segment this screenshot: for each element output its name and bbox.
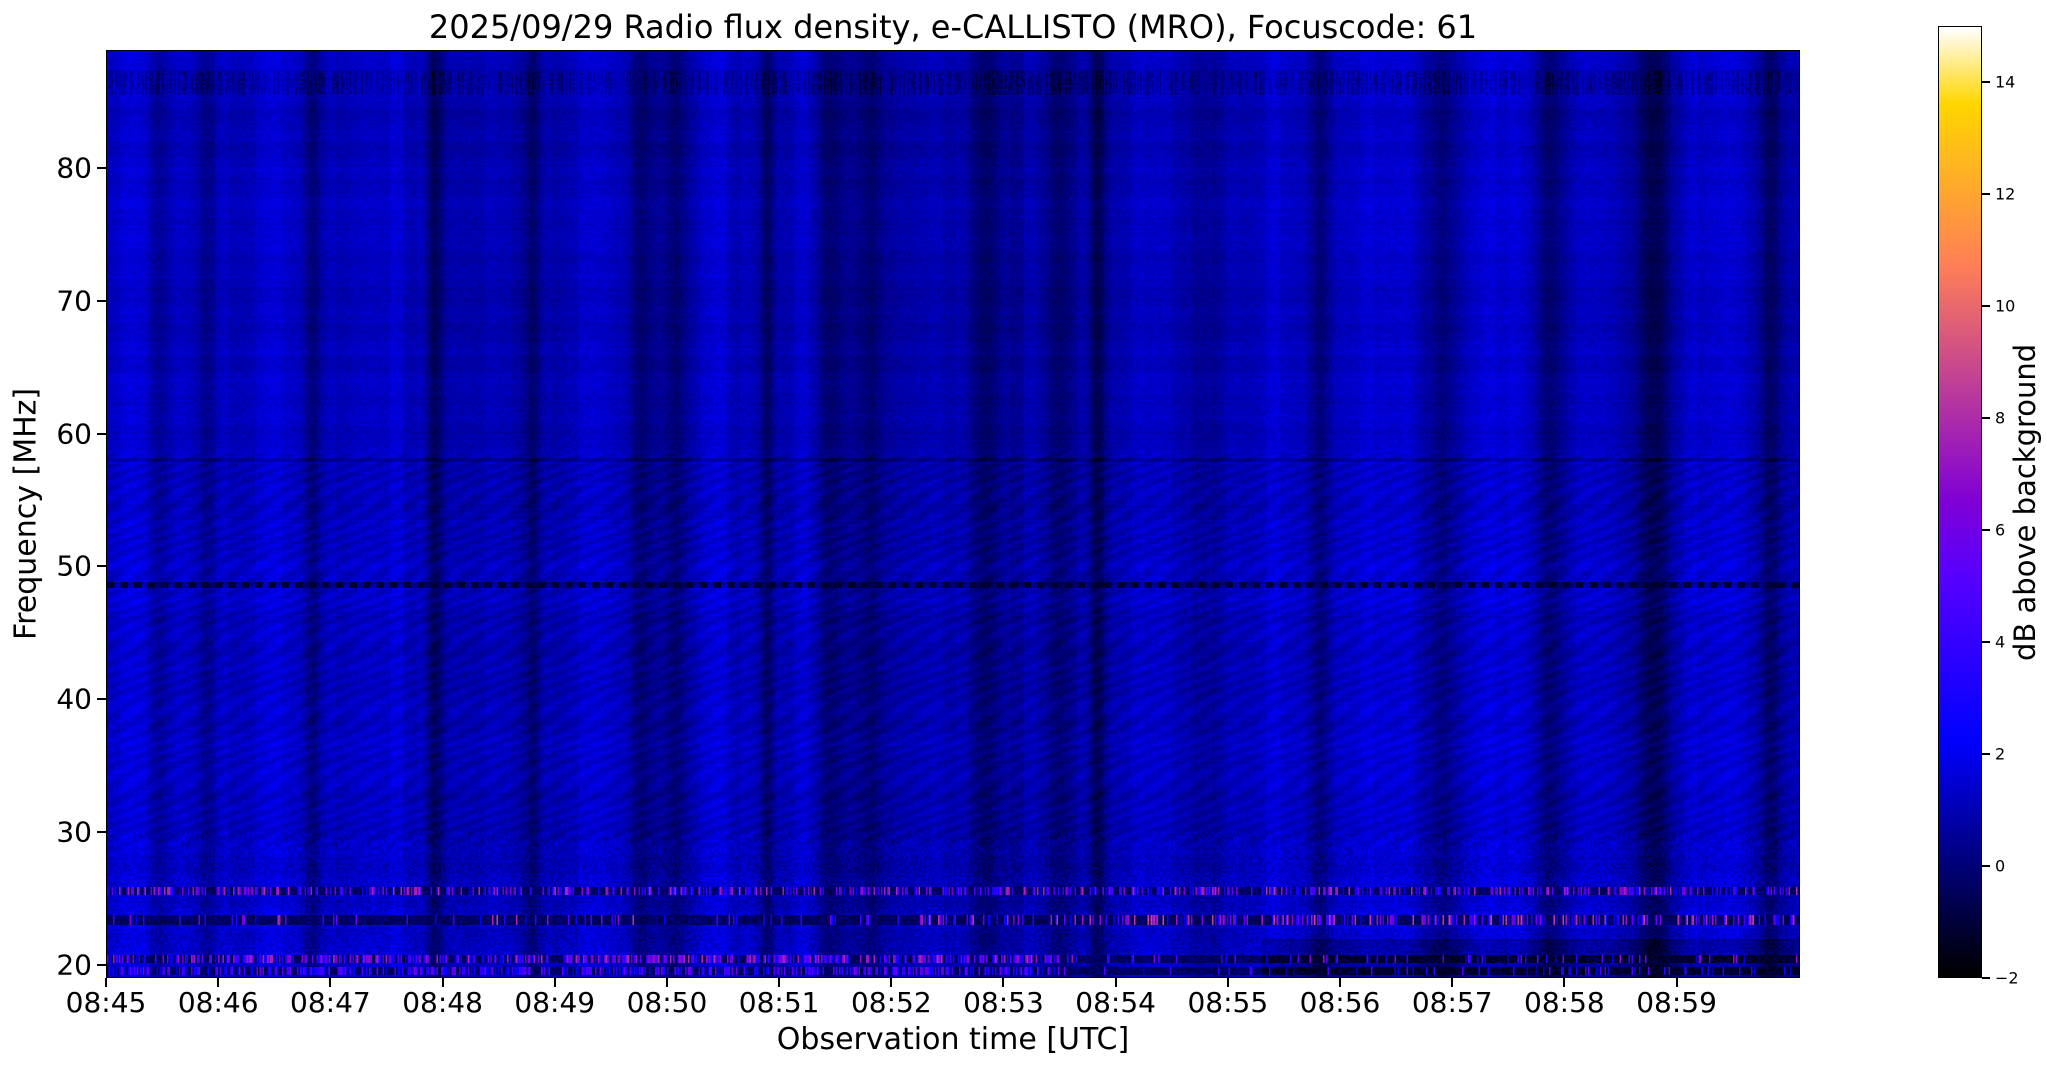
x-tick-mark (553, 978, 556, 987)
x-tick-mark (329, 978, 332, 987)
x-tick-label: 08:48 (402, 986, 483, 1019)
colorbar-tick-label: −2 (1995, 968, 2019, 988)
x-tick-mark (778, 978, 781, 987)
colorbar-tick-mark (1982, 529, 1990, 531)
colorbar-tick-label: 2 (1995, 744, 2006, 764)
colorbar-canvas (1939, 27, 1981, 977)
x-tick-label: 08:51 (738, 986, 820, 1019)
colorbar-tick-label: 10 (1995, 296, 2016, 316)
y-tick-mark (97, 698, 106, 701)
x-tick-mark (665, 978, 668, 987)
x-tick-mark (105, 978, 107, 987)
y-tick-label: 30 (56, 815, 92, 849)
x-tick-label: 08:49 (514, 986, 596, 1019)
chart-title: 2025/09/29 Radio flux density, e-CALLIST… (428, 8, 1478, 46)
x-tick-label: 08:57 (1411, 986, 1493, 1019)
x-tick-mark (1339, 978, 1342, 987)
x-tick-label: 08:52 (850, 986, 932, 1019)
colorbar-tick-mark (1982, 977, 1990, 979)
colorbar-tick-mark (1982, 641, 1990, 643)
x-tick-mark (1563, 978, 1566, 987)
x-tick-mark (1114, 978, 1117, 987)
y-tick-mark (97, 299, 106, 302)
x-tick-mark (890, 978, 893, 987)
colorbar-tick-label: 4 (1995, 632, 2006, 652)
x-tick-label: 08:55 (1187, 986, 1269, 1019)
x-tick-label: 08:58 (1524, 986, 1605, 1019)
colorbar (1938, 26, 1982, 978)
colorbar-tick-label: 8 (1995, 408, 2006, 428)
x-tick-mark (1226, 978, 1229, 987)
colorbar-label: dB above background (2008, 343, 2042, 661)
x-tick-mark (1675, 978, 1678, 987)
y-tick-label: 70 (56, 284, 92, 318)
x-tick-mark (217, 978, 220, 987)
x-tick-label: 08:45 (65, 986, 147, 1019)
y-tick-label: 80 (56, 151, 92, 185)
y-tick-label: 60 (56, 417, 92, 451)
x-tick-mark (441, 978, 444, 987)
x-tick-label: 08:53 (963, 986, 1044, 1019)
colorbar-tick-label: 0 (1995, 856, 2006, 876)
x-tick-label: 08:54 (1075, 986, 1157, 1019)
colorbar-tick-label: 12 (1995, 184, 2016, 204)
spectrogram-canvas (107, 51, 1799, 977)
y-tick-mark (97, 432, 106, 435)
x-tick-label: 08:59 (1636, 986, 1717, 1019)
y-tick-mark (97, 830, 106, 833)
x-tick-label: 08:46 (177, 986, 259, 1019)
y-tick-label: 40 (56, 682, 92, 716)
colorbar-tick-mark (1982, 865, 1990, 867)
x-tick-mark (1002, 978, 1005, 987)
y-tick-label: 20 (56, 948, 92, 982)
x-tick-label: 08:56 (1299, 986, 1381, 1019)
y-tick-label: 50 (56, 549, 92, 583)
colorbar-tick-mark (1982, 81, 1990, 83)
y-tick-mark (97, 963, 106, 966)
colorbar-tick-mark (1982, 417, 1990, 419)
x-tick-label: 08:50 (626, 986, 708, 1019)
x-axis-label: Observation time [UTC] (776, 1022, 1130, 1057)
y-tick-mark (97, 167, 106, 170)
y-tick-mark (97, 565, 106, 568)
spectrogram-plot-area (106, 50, 1800, 978)
x-tick-label: 08:47 (290, 986, 371, 1019)
x-tick-mark (1451, 978, 1454, 987)
colorbar-tick-label: 14 (1995, 72, 2016, 92)
colorbar-tick-mark (1982, 753, 1990, 755)
colorbar-tick-mark (1982, 193, 1990, 195)
colorbar-tick-label: 6 (1995, 520, 2006, 540)
colorbar-tick-mark (1982, 305, 1990, 307)
